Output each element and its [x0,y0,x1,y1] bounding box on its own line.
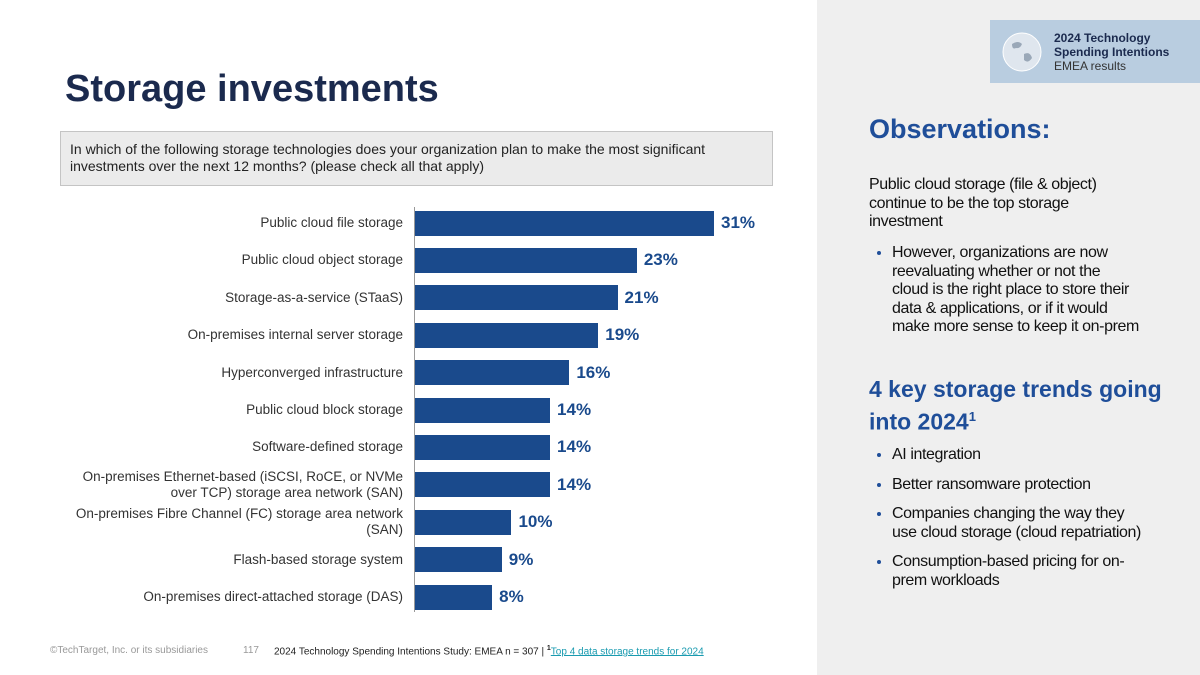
bullet: Consumption-based pricing for on-prem wo… [892,553,1147,590]
category-label: On-premises Ethernet-based (iSCSI, RoCE,… [82,468,403,500]
category-label: Public cloud file storage [260,215,403,230]
category-label: Public cloud block storage [246,402,403,417]
bar [415,322,599,348]
trends-heading-text: 4 key storage trends going into 2024 [869,376,1162,435]
category-label: Public cloud object storage [241,252,403,268]
side-panel [817,0,1200,675]
bullet: However, organizations are now reevaluat… [892,244,1140,337]
bullet: Companies changing the way they use clou… [892,505,1147,542]
bar [415,397,551,423]
category-label: Hyperconverged infrastructure [221,364,403,380]
value-label: 23% [643,250,678,270]
slide-title: Storage investments [65,68,439,110]
category-label: Software-defined storage [252,439,403,455]
bar [415,509,512,535]
bar [415,210,714,236]
bar [415,247,637,273]
value-label: 8% [499,587,524,606]
bar [415,547,502,573]
category-label: Flash-based storage system [233,551,403,567]
axis-line [414,207,415,612]
bar [415,285,618,311]
value-label: 14% [557,437,592,457]
badge-text: Spending Intentions [1054,45,1170,59]
value-label: 31% [721,213,756,232]
value-label: 9% [508,549,534,569]
observations-lead: Public cloud storage (file & object) con… [869,176,1097,230]
question: In which of the following storage techno… [60,131,773,186]
observations-heading: Observations: [869,114,1051,144]
source: 2024 Technology Spending Intentions Stud… [274,645,704,657]
bar [415,472,551,498]
badge-text: EMEA results [1054,59,1127,73]
source-text: 2024 Technology Spending Intentions Stud… [274,646,547,658]
trends-list: AI integration Better ransomware protecti… [869,446,1147,601]
bar [415,584,493,610]
footnote-mark: 1 [546,645,551,652]
value-label: 16% [576,362,611,382]
category-label: On-premises Fibre Channel (FC) storage a… [75,506,403,538]
bullet: Better ransomware protection [892,476,1147,495]
value-label: 19% [605,325,640,345]
copyright: ©TechTarget, Inc. or its subsidiaries [50,645,208,656]
page-number: 117 [243,645,259,656]
category-label: On-premises internal server storage [187,327,403,343]
globe-icon [1002,32,1042,72]
observations-list: However, organizations are now reevaluat… [869,244,1140,348]
value-label: 21% [624,287,659,307]
source-link[interactable]: Top 4 data storage trends for 2024 [550,646,704,658]
bar [415,360,570,386]
value-label: 10% [518,512,553,532]
footnote-mark: 1 [968,409,976,424]
value-label: 14% [557,400,592,419]
trends-heading: 4 key storage trends going into 20241 [869,376,1169,436]
badge-text: 2024 Technology [1054,31,1151,45]
bar [415,434,551,460]
category-label: On-premises direct-attached storage (DAS… [143,589,403,604]
bullet: AI integration [892,446,1147,465]
category-label: Storage-as-a-service (STaaS) [225,289,403,305]
value-label: 14% [557,474,592,494]
